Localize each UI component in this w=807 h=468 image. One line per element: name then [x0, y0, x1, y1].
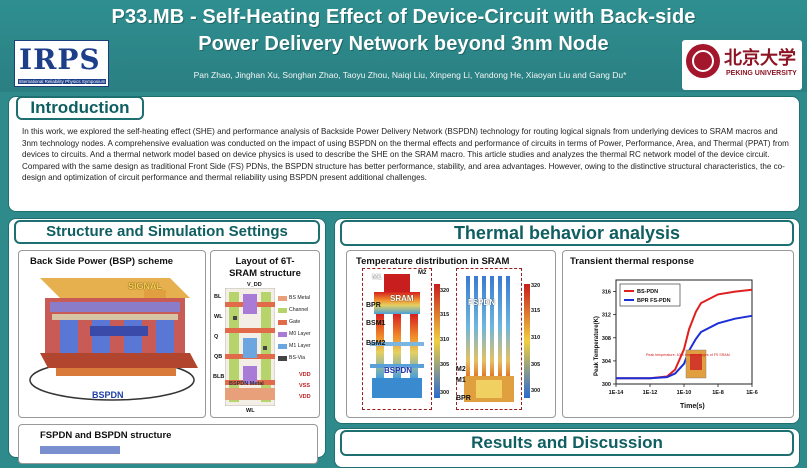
legend-label-0: BS-PDN	[637, 289, 658, 295]
x-tick-label: 1E-6	[746, 390, 758, 396]
legend-label-m0-layer: M0 Layer	[289, 331, 311, 337]
legend-swatch-channel	[278, 308, 287, 313]
legend-swatch-bs-via	[278, 356, 287, 361]
left-colorbar-tick-300: 300	[440, 390, 450, 396]
structure-heading: Structure and Simulation Settings	[14, 220, 320, 244]
sram-layout-label-qb: QB	[214, 354, 223, 360]
thermal-heading: Thermal behavior analysis	[340, 220, 794, 246]
right-colorbar-tick-300: 300	[531, 388, 541, 394]
legend-swatch-gate	[278, 320, 287, 325]
legend-swatch-m1-layer	[278, 344, 287, 349]
sram-layout-title-line-2: SRAM structure	[229, 268, 301, 279]
legend-label-bs-metal: BS Metal	[289, 295, 311, 301]
left-colorbar-tick-305: 305	[440, 362, 450, 368]
left-colorbar	[434, 284, 440, 398]
x-tick-label: 1E-12	[643, 390, 658, 396]
thermal-right-label-bpr: BPR	[456, 395, 471, 402]
right-colorbar	[524, 284, 530, 398]
x-tick-label: 1E-10	[677, 390, 692, 396]
right-colorbar-tick-320: 320	[531, 283, 541, 289]
thermal-left-label-bspdn: BSPDN	[384, 366, 413, 375]
bspdn-thermal-map-frame	[362, 268, 432, 410]
left-colorbar-tick-310: 310	[440, 337, 450, 343]
bsp-signal-label: SIGNAL	[128, 281, 163, 291]
thermal-left-label-bsm1: BSM1	[366, 320, 386, 327]
transient-chart-xlabel: Time(s)	[680, 403, 705, 410]
left-colorbar-tick-315: 315	[440, 312, 450, 318]
thermal-right-label-m1: M1	[456, 377, 466, 384]
thermal-right-label-fspdn: FSPDN	[468, 298, 496, 307]
poster-title-line-1: P33.MB - Self-Heating Effect of Device-C…	[111, 6, 696, 28]
sram-layout-label-blb: BLB	[213, 374, 225, 380]
transient-thermal-chart: 300 304 308 312 316 1E-14 1E-12 1E-10 1E-8 1E-6 BS…	[602, 279, 758, 396]
fspdn-thermal-map-frame	[456, 268, 522, 410]
fspdn-thermal-map	[460, 272, 518, 406]
thermal-left-label-sram: SRAM	[390, 294, 414, 303]
sram-layout-label-wl: WL	[214, 314, 223, 320]
y-tick-label: 300	[602, 382, 611, 388]
introduction-heading: Introduction	[16, 96, 144, 120]
legend-swatch-m0-layer	[278, 332, 287, 337]
sram-layout-bottom-label: WL	[246, 408, 255, 414]
irps-logo: IRPS International Reliability Physics S…	[14, 40, 109, 87]
fspdn-diagram-strip	[40, 446, 120, 454]
sram-layout-bspdn-metal-label: BSPDN Metal	[229, 381, 264, 387]
left-colorbar-tick-320: 320	[440, 288, 450, 294]
legend-label-bs-via: BS-Via	[289, 355, 306, 361]
y-tick-label: 312	[602, 313, 611, 319]
y-tick-label: 304	[602, 359, 612, 365]
thermal-right-label-m2: M2	[456, 366, 466, 373]
sram-layout-label-vss: VSS	[299, 383, 311, 389]
bsp-scheme-title: Back Side Power (BSP) scheme	[30, 256, 174, 267]
irps-logo-subtitle: International Reliability Physics Sympos…	[18, 79, 106, 84]
thermal-left-label-bsm2: BSM2	[366, 340, 386, 347]
chart-legend-box	[619, 283, 681, 307]
thermal-left-label-bpr: BPR	[366, 302, 381, 309]
right-colorbar-tick-305: 305	[531, 362, 541, 368]
bspdn-thermal-map	[366, 272, 428, 406]
bsp-bspdn-label: BSPDN	[92, 390, 124, 400]
right-colorbar-tick-315: 315	[531, 308, 541, 314]
author-list: Pan Zhao, Jinghan Xu, Songhan Zhao, Taoy…	[193, 70, 627, 80]
poster-header: P33.MB - Self-Heating Effect of Device-C…	[0, 0, 807, 92]
inset-thermal-hotspot	[690, 354, 702, 370]
sram-layout-vdd-top: V_DD	[247, 282, 262, 288]
pku-logo-english-name: PEKING UNIVERSITY	[726, 70, 797, 77]
chart-annotation: Peak temperature: 10% lower in stages of…	[646, 353, 730, 357]
results-heading: Results and Discussion	[340, 430, 794, 456]
pku-logo: 北京大学 PEKING UNIVERSITY	[682, 40, 802, 90]
poster-title-line-2: Power Delivery Network beyond 3nm Node	[198, 33, 609, 55]
transient-chart-title: Transient thermal response	[570, 256, 695, 267]
sram-layout-label-vdd-1: VDD	[299, 372, 311, 378]
x-tick-label: 1E-8	[712, 390, 724, 396]
thermal-left-label-m1: M1	[372, 274, 382, 281]
legend-label-gate: Gate	[289, 319, 301, 325]
pku-logo-chinese-name: 北京大学	[724, 48, 796, 69]
sram-layout-diagram	[225, 288, 275, 406]
legend-label-1: BPR FS-PDN	[637, 298, 671, 304]
temperature-distribution-title: Temperature distribution in SRAM	[356, 256, 510, 267]
sram-layout-label-q: Q	[214, 334, 219, 340]
sram-layout-title-line-1: Layout of 6T-	[235, 256, 295, 267]
thermal-left-label-m2: M2	[418, 270, 427, 276]
right-colorbar-tick-310: 310	[531, 335, 541, 341]
introduction-text: In this work, we explored the self-heati…	[22, 127, 789, 183]
y-tick-label: 316	[602, 290, 611, 296]
legend-label-m1-layer: M1 Layer	[289, 343, 311, 349]
legend-label-channel: Channel	[289, 307, 309, 313]
irps-logo-word: IRPS	[19, 43, 101, 76]
x-tick-label: 1E-14	[609, 390, 625, 396]
bsp-scheme-3d-diagram	[29, 278, 198, 401]
y-tick-label: 308	[602, 336, 611, 342]
legend-swatch-bs-metal	[278, 296, 287, 301]
fspdn-bspdn-title: FSPDN and BSPDN structure	[40, 430, 172, 441]
sram-layout-label-bl: BL	[214, 294, 222, 300]
sram-layout-label-vdd-2: VDD	[299, 394, 311, 400]
pku-seal-icon	[686, 44, 720, 78]
